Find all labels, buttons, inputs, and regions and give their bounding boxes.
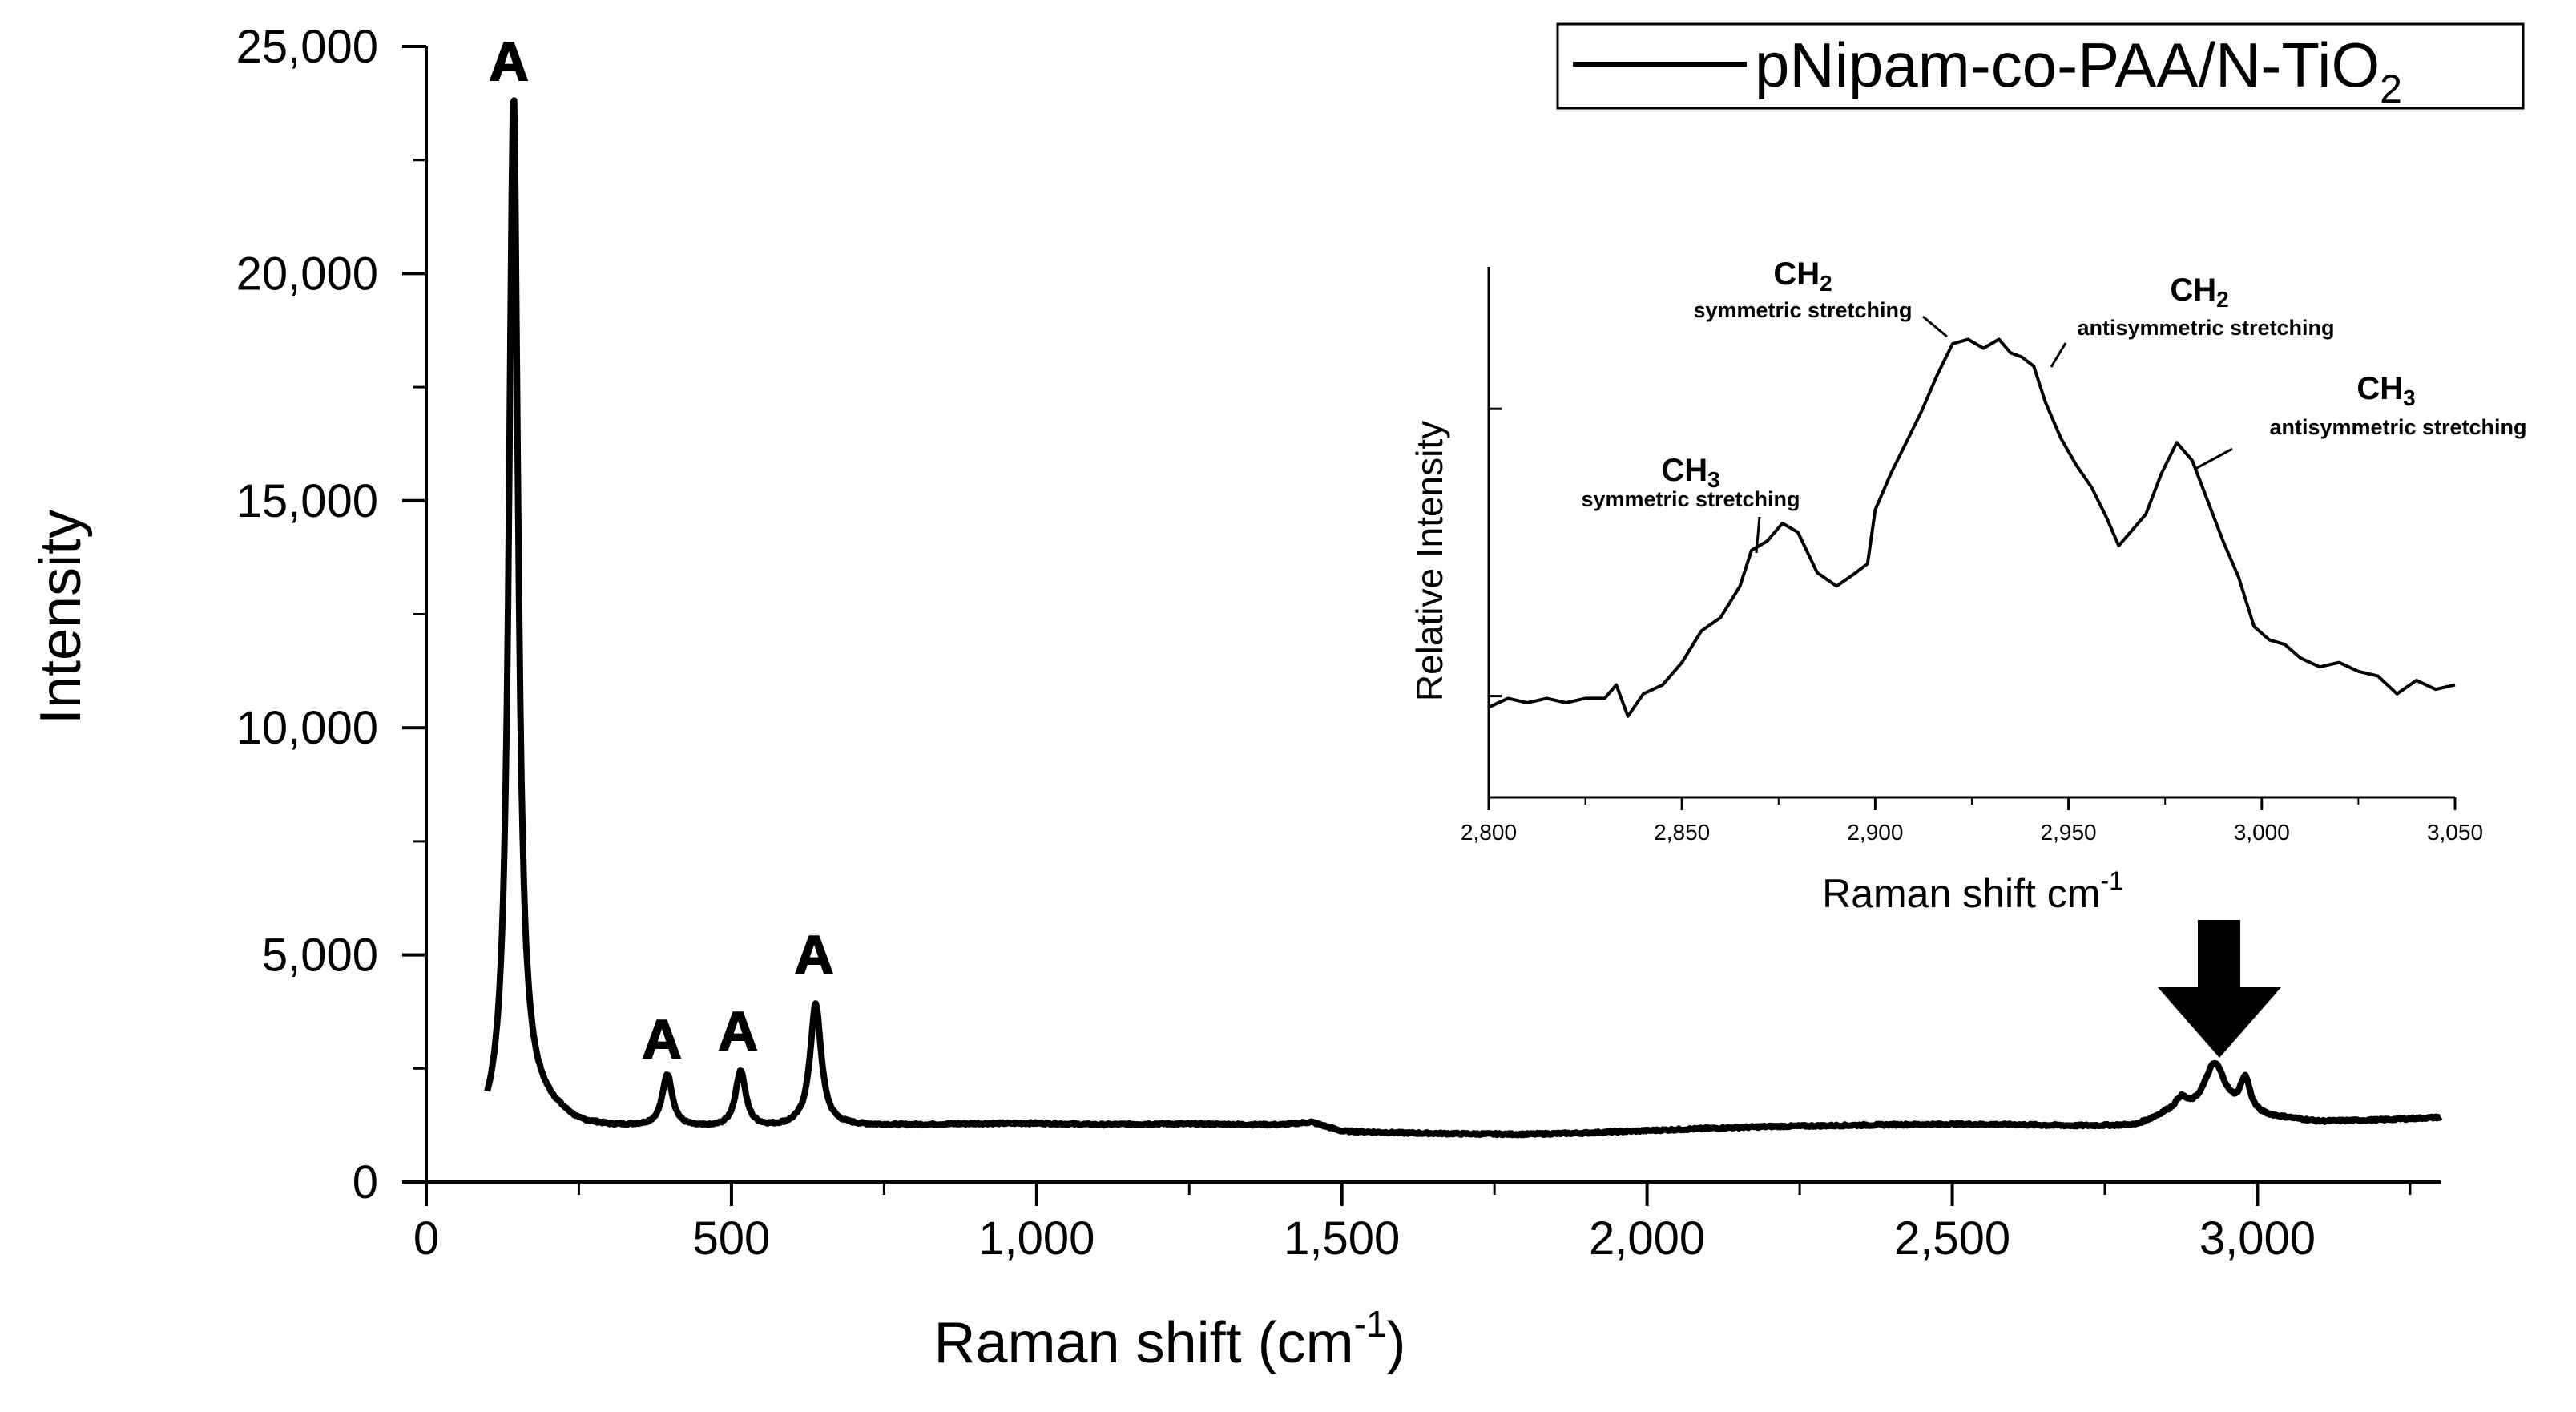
- annotation-ch3-anti-label: CH3: [2356, 371, 2415, 410]
- annotation-ch3-sym-leader: [1755, 516, 1761, 554]
- peak-label-a-143: A: [489, 31, 528, 92]
- ch-region-arrow: [2158, 920, 2281, 1058]
- annotation-ch2-sym-desc: symmetric stretching: [1693, 298, 1912, 322]
- main-axes: 0 500 1,000 1,500 2,000 2,500 3,000 0 5,000 10,0…: [236, 21, 2441, 1265]
- main-x-tick-label-1500: 1,500: [1284, 1212, 1400, 1265]
- inset-x-tick-label-3000: 3,000: [2234, 820, 2290, 845]
- inset-annotation-ch3-anti: CH3 antisymmetric stretching: [2195, 371, 2527, 470]
- annotation-ch3-anti-desc: antisymmetric stretching: [2269, 415, 2526, 439]
- annotation-ch3-sym-desc: symmetric stretching: [1581, 487, 1800, 511]
- main-x-tick-label-1000: 1,000: [978, 1212, 1094, 1265]
- main-series-line: [484, 97, 2443, 1139]
- main-x-tick-label-3000: 3,000: [2199, 1212, 2316, 1265]
- main-y-tick-label-10000: 10,000: [236, 702, 378, 754]
- main-x-ticks: 0 500 1,000 1,500 2,000 2,500 3,000: [413, 1182, 2412, 1265]
- legend: pNipam-co-PAA/N-TiO2: [1556, 22, 2525, 111]
- inset-axes: 2,800 2,850 2,900 2,950 3,000 3,050: [1461, 267, 2483, 845]
- main-y-axis-label: Intensity: [29, 510, 93, 724]
- inset-x-ticks: 2,800 2,850 2,900 2,950 3,000 3,050: [1461, 797, 2483, 845]
- inset-x-tick-label-2850: 2,850: [1654, 820, 1710, 845]
- annotation-ch2-anti-leader: [2050, 342, 2067, 368]
- peak-label-a-638: A: [794, 925, 833, 986]
- main-y-tick-label-25000: 25,000: [236, 21, 378, 73]
- main-y-tick-label-15000: 15,000: [236, 475, 378, 527]
- inset-x-axis-label: Raman shift cm-1: [1822, 866, 2123, 916]
- inset-x-tick-label-3050: 3,050: [2427, 820, 2483, 845]
- main-x-axis-label: Raman shift (cm-1): [934, 1303, 1406, 1375]
- annotation-ch2-sym-leader: [1922, 315, 1948, 338]
- inset-x-tick-label-2900: 2,900: [1847, 820, 1903, 845]
- annotation-ch3-sym-label: CH3: [1661, 453, 1719, 492]
- main-x-tick-label-0: 0: [413, 1212, 439, 1265]
- inset-x-tick-label-2800: 2,800: [1461, 820, 1517, 845]
- inset-y-axis-label: Relative Intensity: [1409, 421, 1450, 701]
- inset-annotation-ch3-sym: CH3 symmetric stretching: [1581, 453, 1800, 554]
- main-x-tick-label-500: 500: [693, 1212, 771, 1265]
- peak-label-a-515: A: [718, 1001, 757, 1062]
- main-y-ticks: 0 5,000 10,000 15,000 20,000 25,000: [236, 21, 426, 1208]
- main-y-tick-label-5000: 5,000: [262, 930, 378, 982]
- annotation-ch2-anti-desc: antisymmetric stretching: [2077, 316, 2334, 340]
- inset-y-ticks: [1489, 407, 1502, 698]
- main-y-tick-label-20000: 20,000: [236, 248, 378, 300]
- inset-x-tick-label-2950: 2,950: [2041, 820, 2097, 845]
- main-y-tick-label-0: 0: [353, 1156, 378, 1208]
- main-x-tick-label-2500: 2,500: [1894, 1212, 2010, 1265]
- inset-annotation-ch2-sym: CH2 symmetric stretching: [1693, 256, 1948, 338]
- inset-series-line: [1488, 337, 2456, 718]
- annotation-ch2-anti-label: CH2: [2170, 272, 2228, 312]
- annotation-ch3-anti-leader: [2195, 447, 2233, 470]
- peak-label-a-395: A: [642, 1009, 681, 1070]
- inset-annotation-ch2-anti: CH2 antisymmetric stretching: [2050, 272, 2335, 368]
- annotation-ch2-sym-label: CH2: [1773, 256, 1832, 296]
- main-x-tick-label-2000: 2,000: [1589, 1212, 1705, 1265]
- legend-label: pNipam-co-PAA/N-TiO2: [1755, 30, 2402, 111]
